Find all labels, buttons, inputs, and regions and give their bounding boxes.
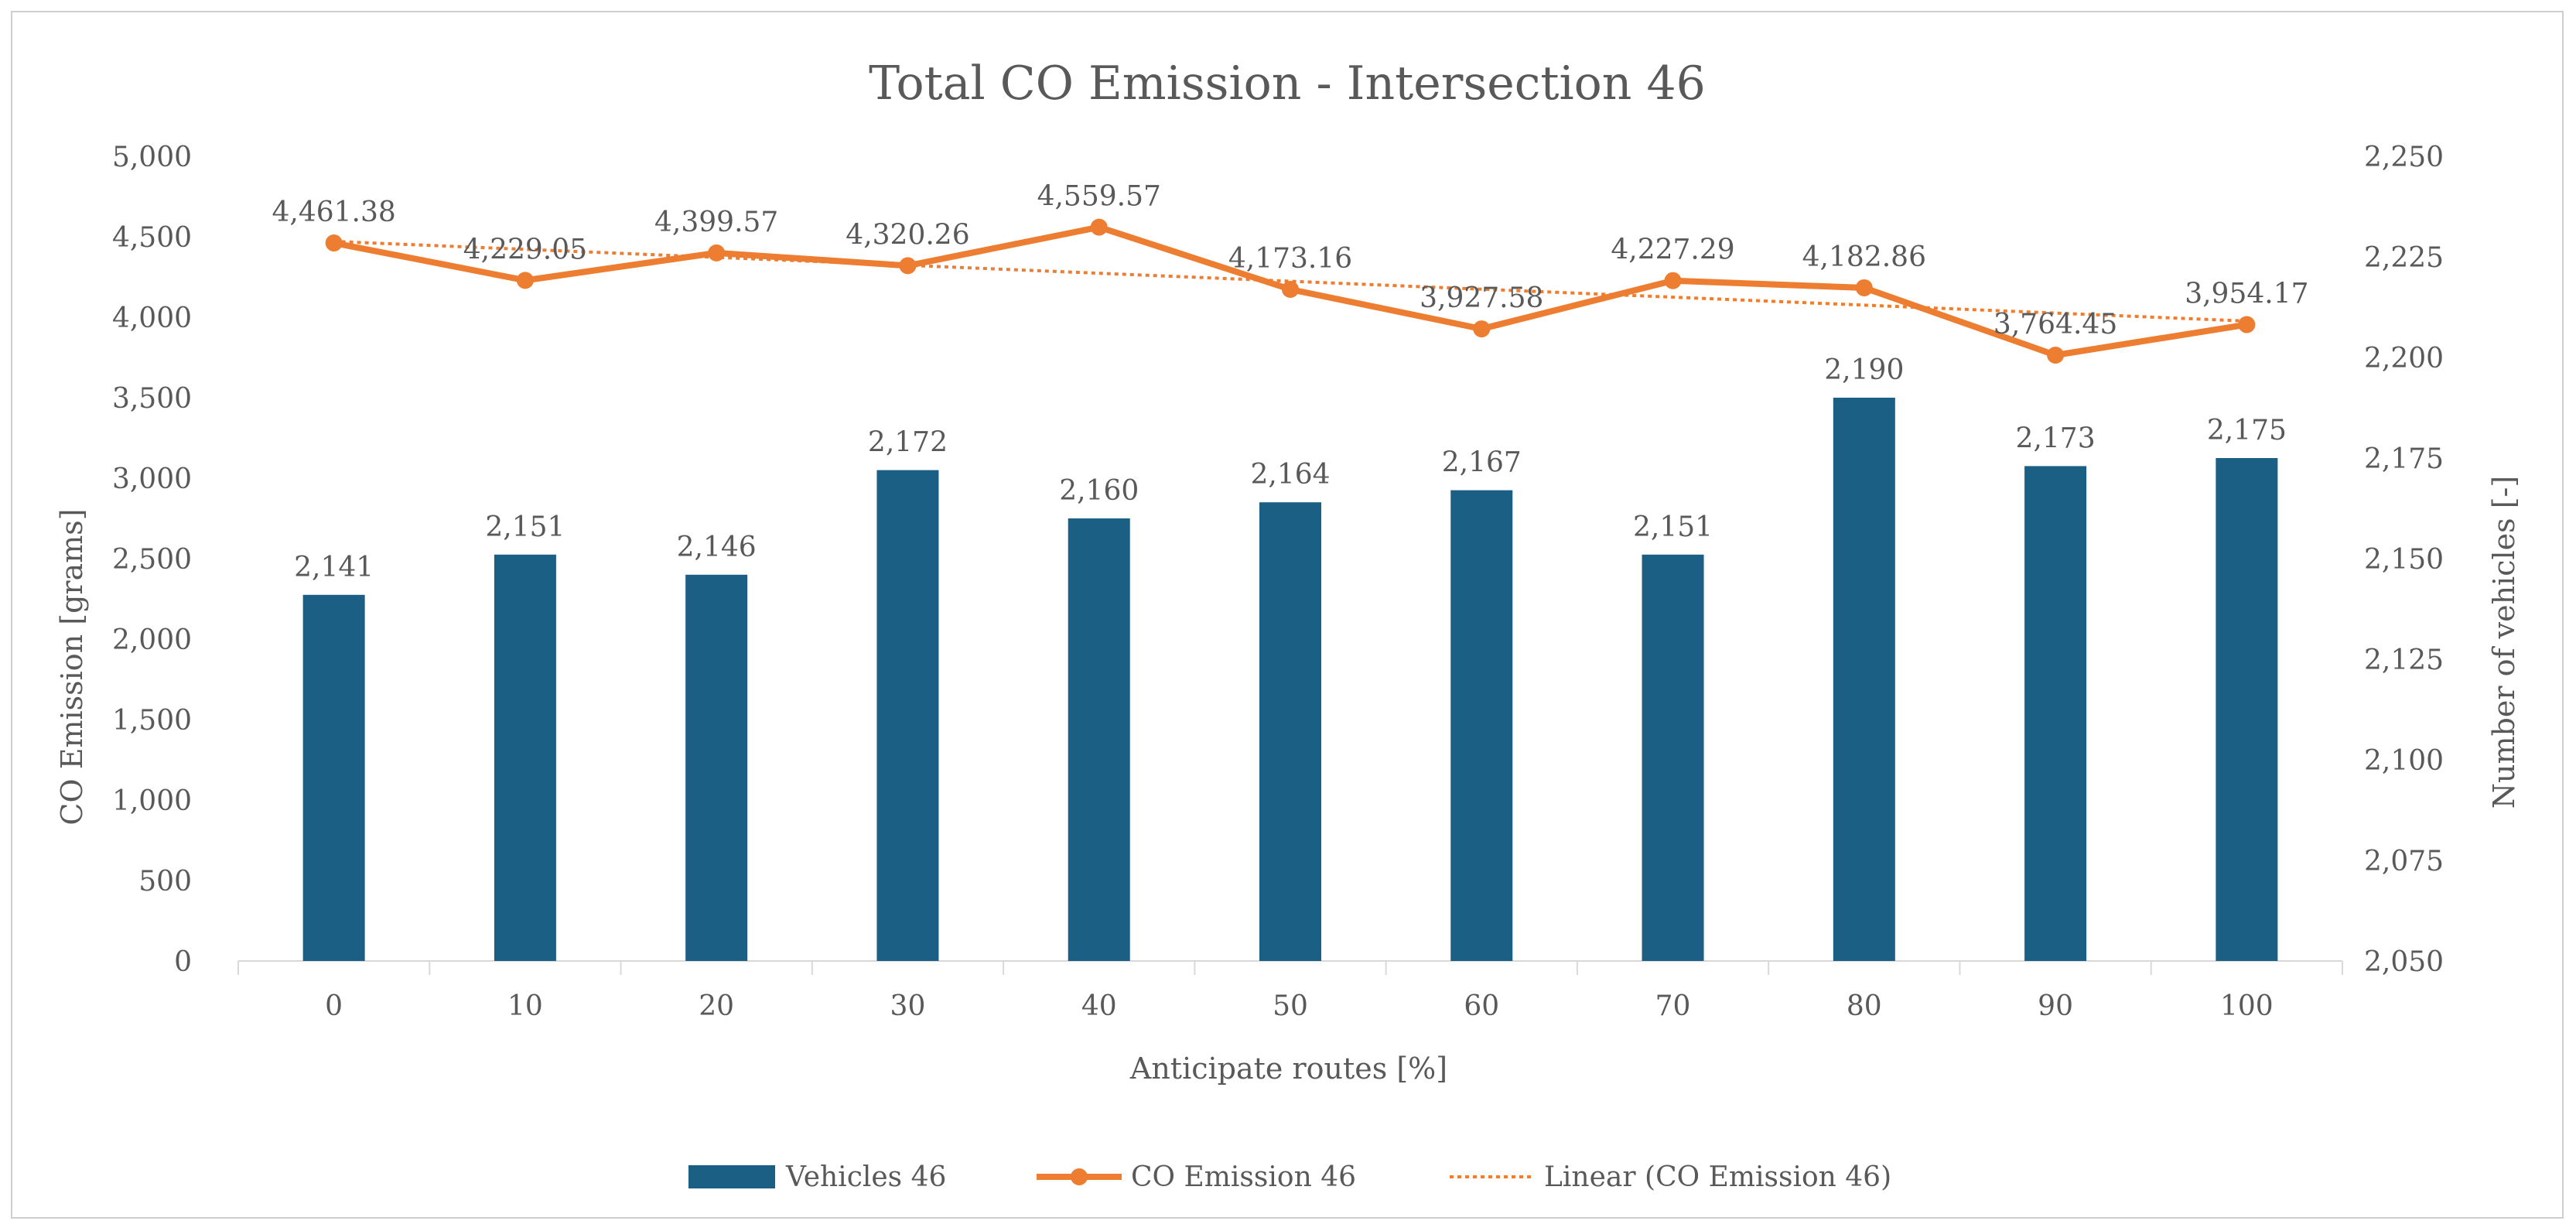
line-data-label: 4,320.26 (846, 219, 969, 251)
chart-frame: Total CO Emission - Intersection 46 0 500… (11, 11, 2564, 1219)
point-co-emission (2238, 316, 2256, 333)
x-tick-label: 20 (699, 990, 734, 1022)
bar-data-label: 2,167 (1442, 447, 1522, 479)
chart: Total CO Emission - Intersection 46 0500… (55, 56, 2521, 1193)
legend-swatch-co-marker (1071, 1168, 1088, 1185)
right-tick-label: 2,050 (2364, 946, 2444, 978)
point-co-emission (899, 257, 917, 275)
left-tick-label: 2,500 (112, 544, 192, 576)
left-tick-label: 2,000 (112, 624, 192, 656)
line-data-label: 3,927.58 (1420, 282, 1543, 314)
line-data-label: 4,399.57 (654, 207, 778, 238)
left-tick-label: 5,000 (112, 142, 192, 173)
left-tick-label: 4,500 (112, 222, 192, 254)
x-tick-label: 50 (1273, 990, 1308, 1022)
point-co-emission (1664, 272, 1682, 289)
plot-area: 05001,0001,5002,0002,5003,0003,5004,0004… (112, 142, 2444, 1022)
right-tick-label: 2,150 (2364, 544, 2444, 576)
bar-data-label: 2,190 (1824, 354, 1904, 386)
bar-vehicles (1068, 518, 1130, 961)
right-tick-label: 2,250 (2364, 142, 2444, 173)
bar-data-label: 2,160 (1059, 475, 1139, 507)
line-data-label: 3,764.45 (1993, 309, 2117, 340)
bar-vehicles (685, 574, 748, 961)
right-tick-label: 2,200 (2364, 343, 2444, 374)
bar-data-label: 2,141 (294, 552, 374, 583)
left-tick-label: 3,000 (112, 463, 192, 495)
x-tick-label: 30 (890, 990, 926, 1022)
bar-data-label: 2,146 (677, 532, 757, 563)
legend-label-co: CO Emission 46 (1131, 1161, 1356, 1193)
legend-label-vehicles: Vehicles 46 (785, 1161, 946, 1193)
line-data-label: 4,173.16 (1228, 243, 1352, 275)
point-co-emission (1855, 279, 1873, 296)
bar-vehicles (494, 554, 556, 961)
line-data-label: 4,182.86 (1802, 241, 1926, 273)
left-tick-label: 4,000 (112, 303, 192, 334)
bar-data-label: 2,175 (2207, 415, 2287, 446)
left-tick-label: 1,500 (112, 705, 192, 737)
line-data-label: 3,954.17 (2185, 279, 2308, 310)
right-tick-label: 2,225 (2364, 242, 2444, 274)
point-co-emission (1473, 320, 1491, 338)
x-tick-label: 60 (1464, 990, 1499, 1022)
point-co-emission (1090, 218, 1108, 236)
x-tick-label: 100 (2220, 990, 2274, 1022)
right-tick-label: 2,075 (2364, 846, 2444, 877)
line-data-label: 4,227.29 (1611, 234, 1734, 266)
right-tick-label: 2,175 (2364, 443, 2444, 475)
legend-swatch-vehicles (688, 1165, 775, 1188)
x-tick-label: 90 (2038, 990, 2073, 1022)
left-tick-label: 3,500 (112, 383, 192, 415)
bar-vehicles (1259, 502, 1321, 961)
point-co-emission (325, 234, 343, 252)
bar-vehicles (1833, 398, 1895, 961)
line-data-label: 4,229.05 (463, 234, 587, 265)
right-tick-label: 2,125 (2364, 645, 2444, 676)
bar-vehicles (876, 470, 939, 961)
left-tick-label: 1,000 (112, 785, 192, 817)
point-co-emission (516, 272, 534, 289)
bar-data-label: 2,151 (485, 511, 565, 543)
bar-data-label: 2,164 (1250, 459, 1330, 491)
point-co-emission (2047, 346, 2065, 364)
legend-label-trend: Linear (CO Emission 46) (1544, 1161, 1891, 1193)
bar-data-label: 2,151 (1633, 511, 1713, 543)
left-axis-title: CO Emission [grams] (55, 508, 89, 825)
bar-vehicles (1450, 490, 1513, 961)
chart-title: Total CO Emission - Intersection 46 (869, 56, 1706, 111)
point-co-emission (708, 244, 726, 262)
bar-vehicles (2024, 466, 2087, 961)
x-tick-label: 10 (507, 990, 543, 1022)
x-tick-label: 80 (1847, 990, 1882, 1022)
point-co-emission (1282, 280, 1299, 298)
right-tick-label: 2,100 (2364, 745, 2444, 777)
left-tick-label: 500 (138, 866, 192, 898)
bar-vehicles (2216, 458, 2278, 961)
bar-data-label: 2,172 (868, 427, 948, 459)
x-tick-label: 70 (1655, 990, 1691, 1022)
right-axis-title: Number of vehicles [-] (2487, 476, 2521, 809)
x-tick-label: 40 (1081, 990, 1117, 1022)
bar-vehicles (1642, 554, 1704, 961)
bar-data-label: 2,173 (2016, 422, 2096, 454)
line-data-label: 4,461.38 (272, 197, 395, 228)
legend: Vehicles 46 CO Emission 46 Linear (CO Em… (688, 1161, 1891, 1193)
line-data-label: 4,559.57 (1037, 181, 1161, 213)
x-tick-label: 0 (325, 990, 343, 1022)
bar-vehicles (302, 594, 365, 961)
left-tick-label: 0 (174, 946, 192, 978)
x-axis-title: Anticipate routes [%] (1129, 1051, 1447, 1086)
